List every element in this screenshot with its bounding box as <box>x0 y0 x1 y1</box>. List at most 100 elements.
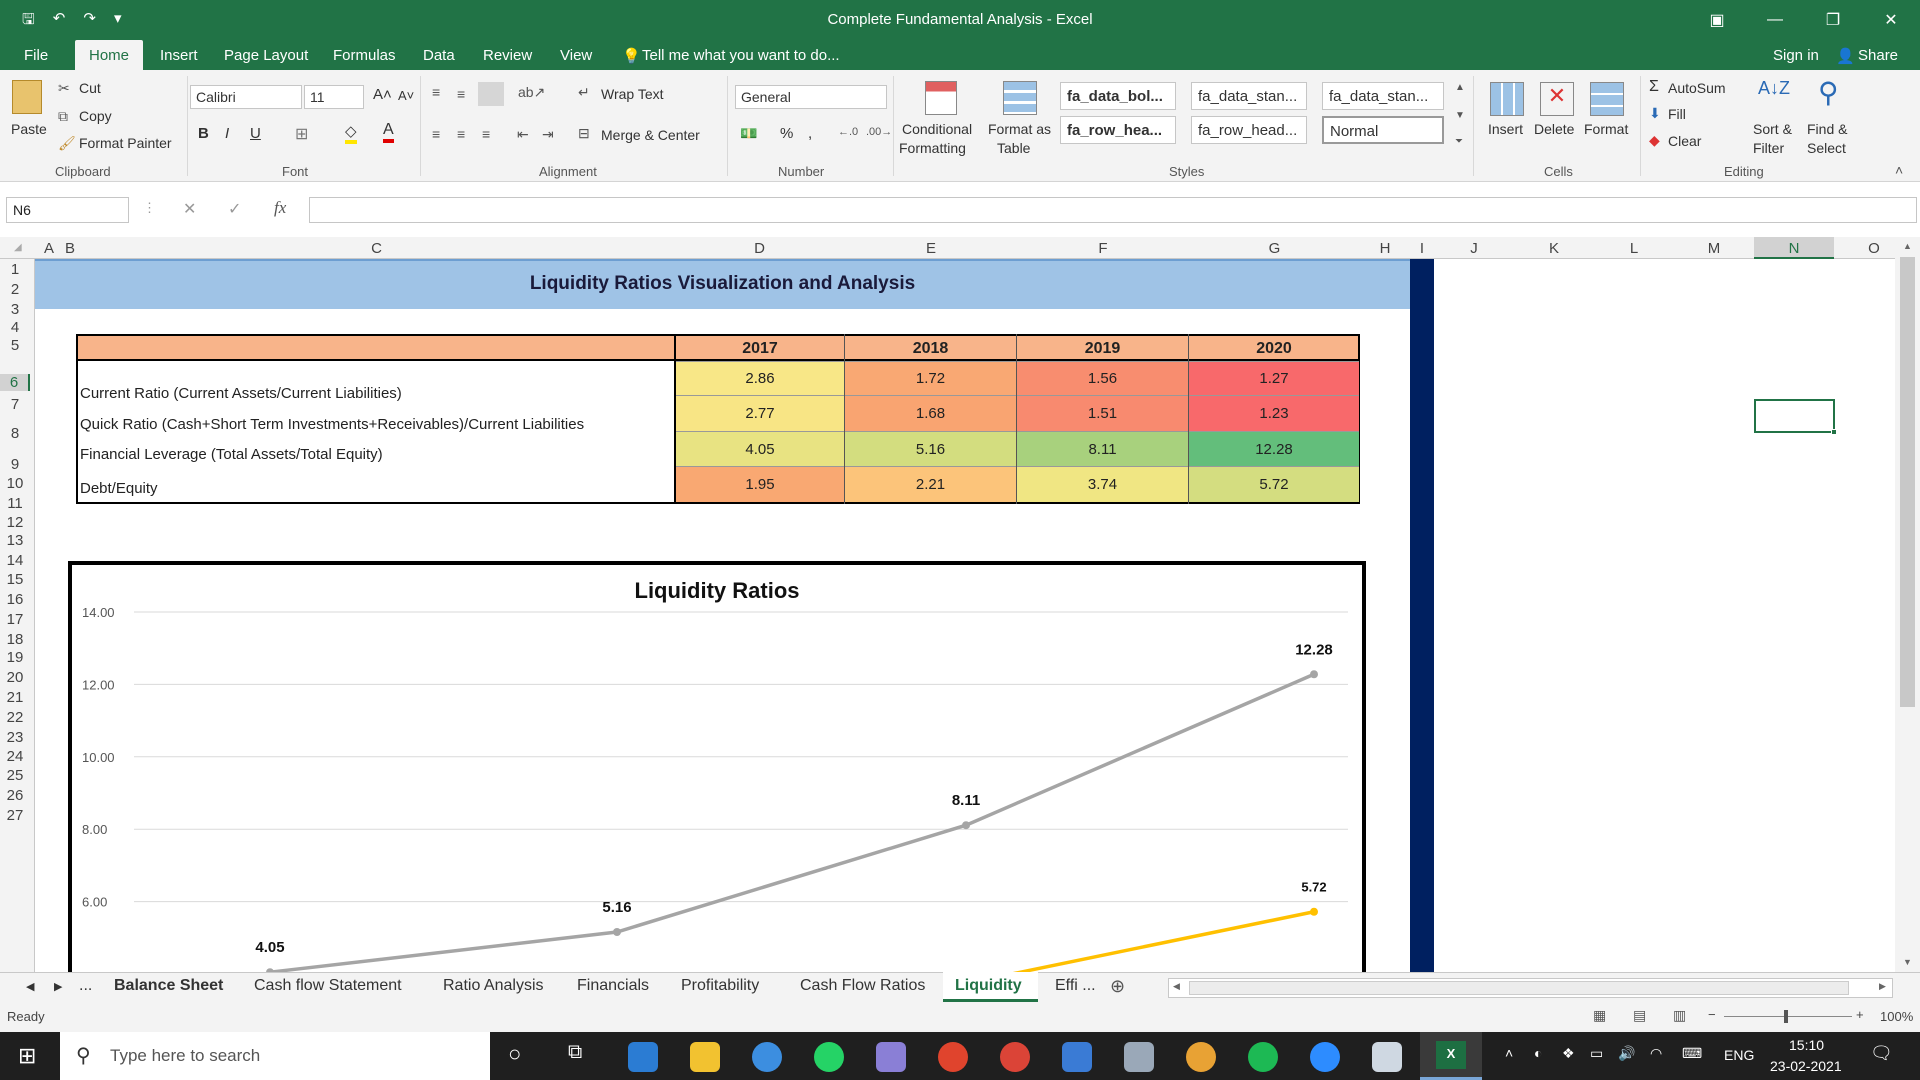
scissors-icon[interactable]: ✂ <box>58 80 70 96</box>
sheet-tab-balance-sheet[interactable]: Balance Sheet <box>114 977 224 994</box>
row-header-4[interactable]: 4 <box>10 319 20 336</box>
excel-taskbar-item[interactable]: X <box>1420 1032 1482 1080</box>
comma-style-icon[interactable]: , <box>808 125 813 142</box>
row-header-3[interactable]: 3 <box>10 301 20 318</box>
paste-icon[interactable] <box>12 80 42 114</box>
align-center-icon[interactable]: ≡ <box>457 126 466 142</box>
brush-icon[interactable]: 🖌 <box>58 135 76 151</box>
scroll-down-icon[interactable]: ▼ <box>1903 957 1912 967</box>
tray-app-icon[interactable]: ◐ <box>1534 1045 1543 1061</box>
sheet-tab-liquidity[interactable]: Liquidity <box>955 977 1022 994</box>
zoom-slider[interactable] <box>1724 1016 1852 1017</box>
keyboard-icon[interactable]: ⌨ <box>1682 1045 1703 1061</box>
style-fa-row-header-bold[interactable]: fa_row_hea... <box>1060 116 1176 144</box>
ratio-value-cell[interactable]: 2.21 <box>845 466 1016 502</box>
italic-button[interactable]: I <box>225 125 230 142</box>
tab-page-layout[interactable]: Page Layout <box>224 47 309 64</box>
chart-area[interactable]: Liquidity Ratios 14.00 12.00 10.00 8.00 6.00 4… <box>68 561 1366 974</box>
format-cells-icon[interactable] <box>1590 82 1624 116</box>
page-break-view-icon[interactable]: ▥ <box>1673 1007 1687 1023</box>
row-header-6[interactable]: 6 <box>0 374 30 391</box>
chrome-profile-1-icon[interactable] <box>752 1042 782 1072</box>
format-as-table-line2[interactable]: Table <box>997 140 1031 156</box>
paste-button[interactable]: Paste <box>11 121 47 137</box>
zoom-out-icon[interactable]: − <box>1708 1007 1716 1022</box>
ratio-value-cell[interactable]: 8.11 <box>1017 431 1188 466</box>
hscroll-right-icon[interactable]: ▶ <box>1879 981 1886 991</box>
decrease-indent-icon[interactable]: ⇤ <box>517 126 529 142</box>
row-header-5[interactable]: 5 <box>10 337 20 354</box>
battery-icon[interactable]: ▭ <box>1590 1045 1604 1061</box>
wrap-text-button[interactable]: Wrap Text <box>601 86 664 102</box>
spotify-icon[interactable] <box>1248 1042 1278 1072</box>
ratio-value-cell[interactable]: 5.16 <box>845 431 1016 466</box>
add-sheet-icon[interactable]: ⊕ <box>1110 976 1126 996</box>
column-header-m[interactable]: M <box>1707 240 1721 257</box>
tab-review[interactable]: Review <box>483 47 533 64</box>
tab-data[interactable]: Data <box>423 47 455 64</box>
row-header-7[interactable]: 7 <box>10 396 20 413</box>
chrome-profile-2-icon[interactable] <box>938 1042 968 1072</box>
merge-center-button[interactable]: Merge & Center <box>601 127 700 143</box>
zoom-slider-thumb[interactable] <box>1784 1010 1788 1023</box>
eraser-icon[interactable]: ◆ <box>1649 132 1660 148</box>
ratio-value-cell[interactable]: 1.68 <box>845 395 1016 431</box>
magnifier-icon[interactable]: ⚲ <box>1818 77 1839 108</box>
clock-time[interactable]: 15:10 <box>1789 1037 1825 1053</box>
wrap-text-icon[interactable]: ↵ <box>578 84 590 100</box>
sheet-tab-cash-flow-statement[interactable]: Cash flow Statement <box>254 977 402 994</box>
orientation-icon[interactable]: ab↗ <box>518 84 546 100</box>
row-header-1[interactable]: 1 <box>10 261 20 278</box>
align-left-icon[interactable]: ≡ <box>432 126 441 142</box>
tab-formulas[interactable]: Formulas <box>333 47 396 64</box>
autosum-icon[interactable]: Σ <box>1649 78 1659 95</box>
find-select-line1[interactable]: Find & <box>1807 121 1848 137</box>
tab-scroll-right-icon[interactable]: ▶ <box>54 981 63 993</box>
scroll-thumb[interactable] <box>1900 257 1915 707</box>
ratio-value-cell[interactable]: 1.51 <box>1017 395 1188 431</box>
column-header-j[interactable]: J <box>1470 240 1478 257</box>
vertical-scrollbar[interactable]: ▲ ▼ <box>1895 237 1920 972</box>
font-color-icon[interactable]: A <box>383 121 394 143</box>
language-indicator[interactable]: ENG <box>1724 1047 1755 1063</box>
row-header-13[interactable]: 13 <box>6 532 24 549</box>
row-header-14[interactable]: 14 <box>6 552 24 569</box>
sheet-tab-cash-flow-ratios[interactable]: Cash Flow Ratios <box>800 977 926 994</box>
column-header-l[interactable]: L <box>1629 240 1639 257</box>
snip-tool-icon[interactable] <box>876 1042 906 1072</box>
name-box[interactable]: N6 <box>6 197 129 223</box>
clear-button[interactable]: Clear <box>1668 133 1702 149</box>
format-painter-button[interactable]: Format Painter <box>79 135 172 151</box>
hscroll-left-icon[interactable]: ◀ <box>1173 981 1180 991</box>
find-select-line2[interactable]: Select <box>1807 140 1846 156</box>
delete-cells-button[interactable]: Delete <box>1534 121 1575 137</box>
conditional-formatting-line1[interactable]: Conditional <box>902 121 973 137</box>
insert-function-icon[interactable]: fx <box>274 198 287 217</box>
row-header-10[interactable]: 10 <box>6 475 24 492</box>
font-name-select[interactable]: Calibri <box>190 85 302 109</box>
row-header-8[interactable]: 8 <box>10 425 20 442</box>
confirm-entry-icon[interactable]: ✓ <box>228 201 242 218</box>
row-header-9[interactable]: 9 <box>10 456 20 473</box>
align-bottom-icon[interactable] <box>478 82 504 106</box>
column-header-n[interactable]: N <box>1754 237 1834 259</box>
row-header-27[interactable]: 27 <box>6 807 24 824</box>
row-header-19[interactable]: 19 <box>6 649 24 666</box>
ratio-value-cell[interactable]: 1.72 <box>845 361 1016 395</box>
customize-qat-icon[interactable]: ▾ <box>113 10 122 27</box>
row-header-2[interactable]: 2 <box>10 281 20 298</box>
page-layout-view-icon[interactable]: ▤ <box>1633 1007 1647 1023</box>
styles-scroll-up-icon[interactable]: ▲ <box>1455 82 1465 93</box>
align-top-icon[interactable]: ≡ <box>432 84 441 100</box>
normal-view-icon[interactable]: ▦ <box>1593 1007 1607 1023</box>
style-fa-data-standard-1[interactable]: fa_data_stan... <box>1191 82 1307 110</box>
style-fa-row-header[interactable]: fa_row_head... <box>1191 116 1307 144</box>
conditional-formatting-icon[interactable] <box>925 81 957 115</box>
calculator-icon[interactable] <box>1062 1042 1092 1072</box>
styles-more-icon[interactable]: ⏷ <box>1455 136 1463 147</box>
row-header-21[interactable]: 21 <box>6 689 24 706</box>
column-header-d[interactable]: D <box>754 240 765 257</box>
column-header-i[interactable]: I <box>1419 240 1425 257</box>
insert-cells-button[interactable]: Insert <box>1488 121 1524 137</box>
save-icon[interactable]: 🖫 <box>22 11 35 28</box>
